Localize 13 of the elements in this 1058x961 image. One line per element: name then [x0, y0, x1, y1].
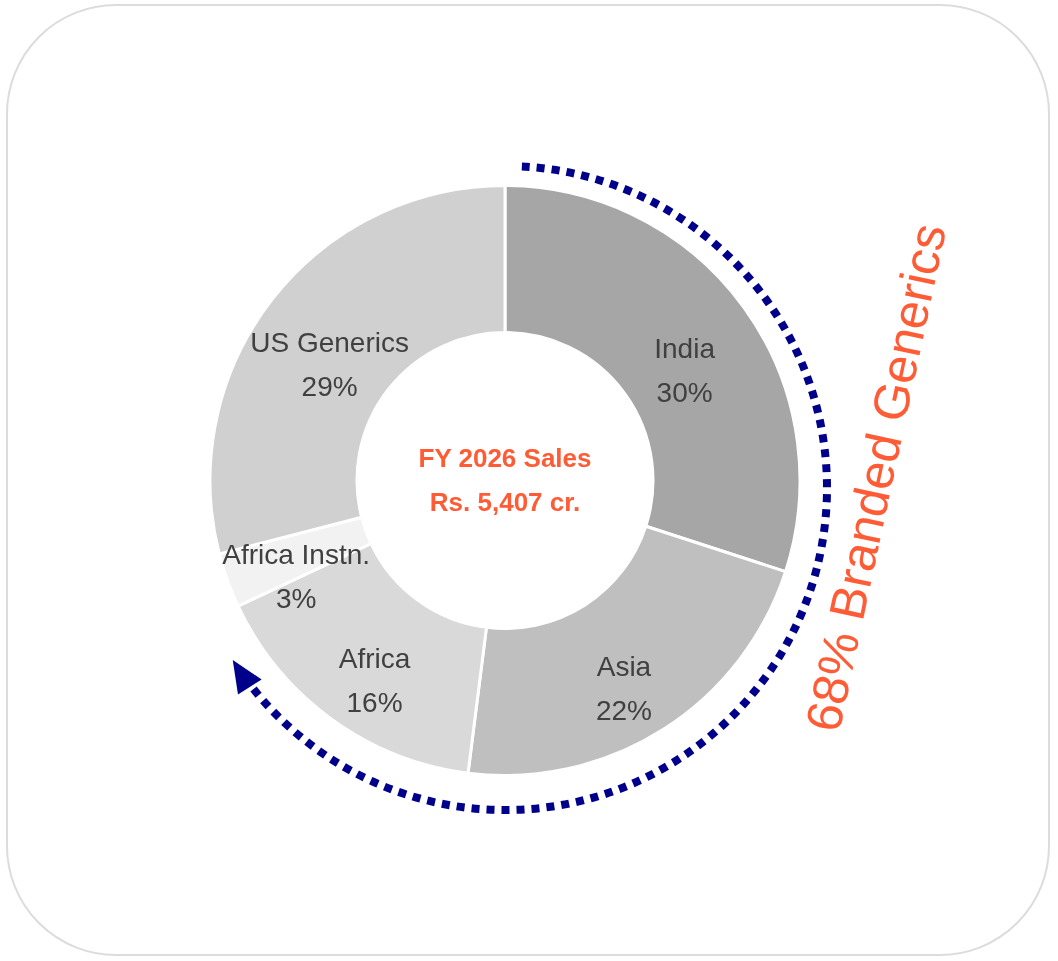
data-label: 30%	[656, 377, 713, 409]
slice-label: Asia	[596, 650, 652, 682]
data-label: 3%	[275, 582, 317, 614]
slice-label: India	[654, 333, 716, 365]
slice-label: Africa	[338, 643, 411, 675]
slice-label: US Generics	[250, 327, 409, 359]
text: 68% Branded Generics	[794, 218, 958, 737]
slice-label: Africa Instn.	[222, 538, 371, 570]
data-label: 29%	[301, 371, 358, 403]
text: Rs. 5,407 cr.	[429, 486, 581, 517]
data-label: 22%	[595, 694, 652, 726]
data-label: 16%	[346, 687, 403, 719]
text: FY 2026 Sales	[418, 442, 592, 473]
